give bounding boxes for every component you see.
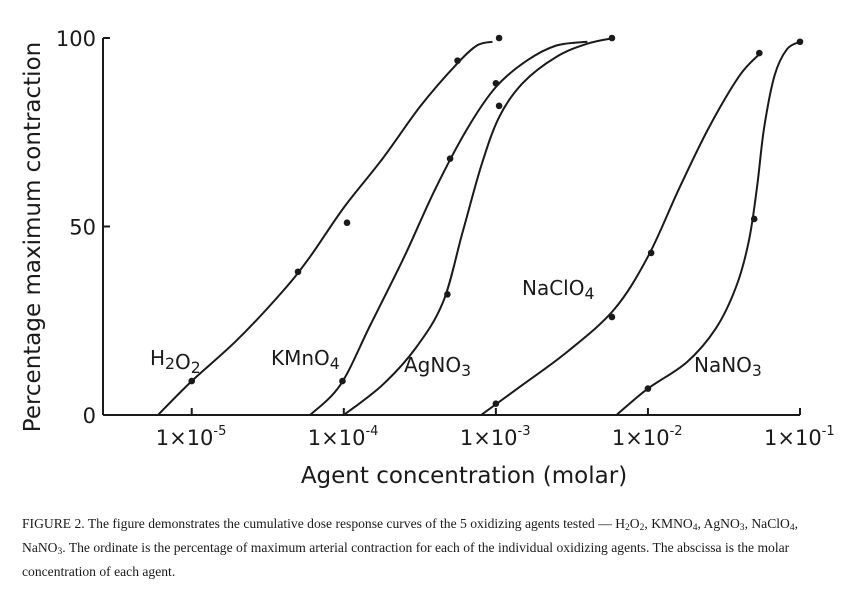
series-curves [157, 37, 801, 416]
curve-agno3 [343, 37, 615, 416]
data-point-h2o2 [343, 219, 351, 227]
axes: 0 50 100 1×10-5 1×10-4 1×10-3 1×10-2 1×10-1 [56, 27, 835, 450]
data-point-agno3 [608, 34, 616, 42]
data-points [188, 34, 804, 407]
data-point-h2o2 [294, 268, 302, 276]
data-point-naclo4 [647, 249, 655, 257]
x-tick-label: 1×10-3 [460, 424, 531, 450]
x-tick-label: 1×10-1 [764, 424, 835, 450]
series-labels: H2O2 KMnO4 AgNO3 NaClO4 NaNO3 [150, 276, 762, 380]
data-point-nano3 [750, 215, 758, 223]
data-point-agno3 [444, 291, 451, 298]
x-tick-label: 1×10-2 [612, 424, 683, 450]
figure-caption: FIGURE 2. The figure demonstrates the cu… [22, 516, 799, 579]
data-point-h2o2 [454, 57, 461, 64]
dose-response-chart: 0 50 100 1×10-5 1×10-4 1×10-3 1×10-2 1×10-1 H2O… [20, 27, 835, 489]
data-point-nano3 [644, 385, 652, 392]
curve-kmno4 [309, 40, 588, 416]
data-point-naclo4 [492, 400, 500, 407]
x-tick-label: 1×10-5 [156, 424, 227, 450]
data-point-kmno4 [446, 155, 454, 162]
y-tick-label: 100 [56, 27, 96, 51]
series-label-kmno4: KMnO4 [271, 346, 340, 373]
curve-h2o2 [157, 40, 493, 416]
data-point-agno3 [495, 102, 503, 110]
data-point-kmno4 [492, 79, 500, 87]
data-point-kmno4 [339, 377, 346, 385]
series-label-h2o2: H2O2 [150, 346, 201, 377]
y-tick-label: 0 [83, 404, 96, 428]
curve-nano3 [615, 40, 801, 416]
curve-naclo4 [480, 52, 762, 416]
x-tick-label: 1×10-4 [308, 424, 379, 450]
series-label-naclo4: NaClO4 [522, 276, 594, 303]
series-label-nano3: NaNO3 [694, 353, 762, 380]
data-point-nano3 [796, 38, 804, 46]
series-label-agno3: AgNO3 [404, 353, 471, 380]
data-point-naclo4 [608, 313, 616, 321]
data-point-h2o2 [188, 377, 196, 385]
x-axis-label: Agent concentration (molar) [301, 463, 627, 489]
y-axis-label: Percentage maximum contraction [20, 42, 46, 432]
y-tick-label: 50 [69, 216, 96, 240]
data-point-h2o2 [495, 34, 503, 42]
data-point-naclo4 [756, 49, 763, 57]
